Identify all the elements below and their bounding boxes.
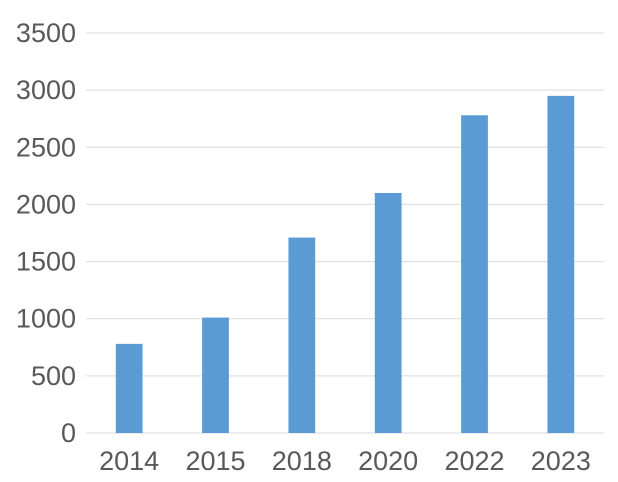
- bar-2022: [461, 115, 488, 434]
- y-tick-label: 500: [31, 361, 76, 391]
- y-tick-label: 0: [61, 418, 76, 448]
- y-tick-label: 3500: [16, 18, 76, 48]
- y-tick-label: 1500: [16, 247, 76, 277]
- x-tick-label: 2022: [444, 446, 504, 476]
- y-tick-label: 2000: [16, 189, 76, 219]
- x-tick-label: 2023: [531, 446, 591, 476]
- y-axis-tick-labels: 0 500 1000 1500 2000 2500 3000 3500: [16, 18, 76, 448]
- x-axis-tick-labels: 2014 2015 2018 2020 2022 2023: [99, 446, 591, 476]
- bars: [115, 95, 575, 434]
- x-tick-label: 2020: [358, 446, 418, 476]
- bar-2023: [547, 95, 575, 433]
- bar-2015: [202, 317, 229, 433]
- gridlines: [86, 32, 604, 434]
- bar-2014: [115, 343, 143, 433]
- x-tick-label: 2018: [272, 446, 332, 476]
- x-tick-label: 2015: [185, 446, 245, 476]
- y-tick-label: 3000: [16, 75, 76, 105]
- bar-2020: [374, 193, 402, 433]
- x-tick-label: 2014: [99, 446, 159, 476]
- y-tick-label: 1000: [16, 304, 76, 334]
- y-tick-label: 2500: [16, 132, 76, 162]
- bar-2018: [288, 237, 316, 433]
